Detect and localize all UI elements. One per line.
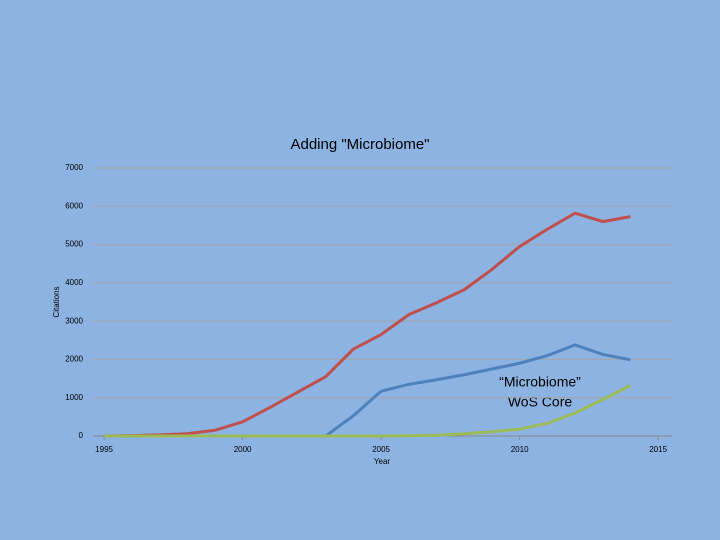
y-tick-label: 1000 (65, 393, 83, 402)
chart-title: Adding "Microbiome" (290, 136, 429, 153)
x-tick-label: 2010 (511, 445, 529, 454)
y-tick-label: 5000 (65, 240, 83, 249)
series-line (104, 211, 631, 438)
x-tick-label: 2015 (649, 445, 667, 454)
x-axis-label: Year (374, 457, 391, 466)
annotation: WoS Core (508, 394, 573, 410)
x-tick-label: 2005 (372, 445, 390, 454)
y-axis-label: Citations (52, 286, 61, 317)
x-tick-label: 2000 (234, 445, 252, 454)
series-line (104, 384, 632, 438)
annotation: “Microbiome” (499, 374, 581, 390)
y-tick-label: 2000 (65, 355, 83, 364)
y-tick-label: 6000 (65, 201, 83, 210)
x-tick-label: 1995 (95, 445, 113, 454)
y-tick-label: 0 (79, 431, 84, 440)
y-tick-label: 3000 (65, 316, 83, 325)
y-tick-label: 7000 (65, 163, 83, 172)
y-tick-label: 4000 (65, 278, 83, 287)
